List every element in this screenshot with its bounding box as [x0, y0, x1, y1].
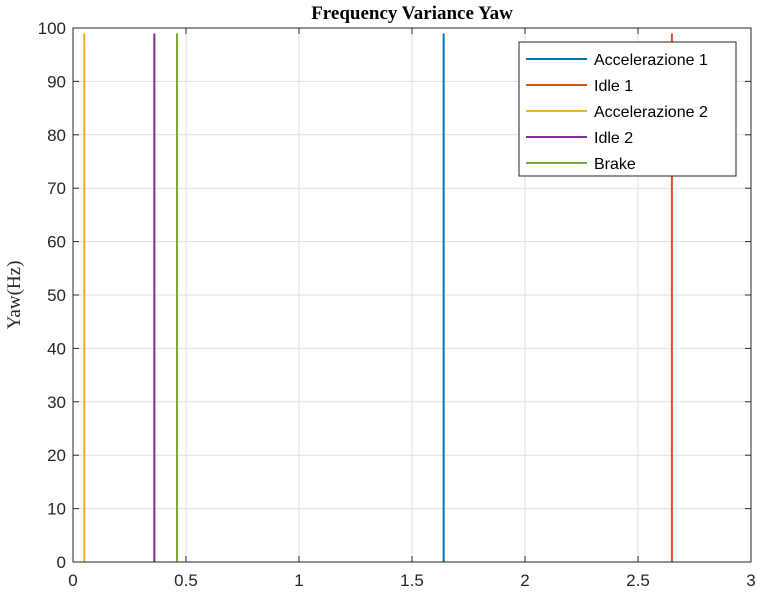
y-tick-label: 80	[47, 126, 66, 145]
legend-box	[518, 41, 737, 177]
legend-entry: Accelerazione 1	[594, 52, 708, 69]
grid-lines	[73, 28, 751, 562]
y-tick-label: 60	[47, 233, 66, 252]
y-tick-label: 100	[38, 19, 66, 38]
x-tick-label: 1	[294, 571, 303, 590]
x-tick-label: 1.5	[400, 571, 424, 590]
y-tick-label: 50	[47, 286, 66, 305]
axis-ticks	[72, 27, 752, 563]
legend-entry: Idle 2	[594, 130, 633, 147]
legend-entry: Idle 1	[594, 78, 633, 95]
legend-entry: Accelerazione 2	[594, 104, 708, 121]
y-tick-label: 20	[47, 446, 66, 465]
y-axis-label: Yaw(Hz)	[4, 261, 25, 330]
x-tick-label: 3	[746, 571, 755, 590]
y-tick-labels: 0 10 20 30 40 50 60 70 80 90 100	[38, 19, 66, 572]
x-tick-label: 2	[520, 571, 529, 590]
x-tick-label: 0.5	[174, 571, 198, 590]
chart-title: Frequency Variance Yaw	[311, 3, 513, 24]
y-tick-label: 10	[47, 500, 66, 519]
y-tick-label: 30	[47, 393, 66, 412]
x-tick-labels: 0 0.5 1 1.5 2 2.5 3	[68, 571, 755, 590]
x-tick-label: 0	[68, 571, 77, 590]
x-tick-label: 2.5	[626, 571, 650, 590]
y-tick-label: 70	[47, 179, 66, 198]
legend-entry: Brake	[594, 156, 636, 173]
legend: Accelerazione 1 Idle 1 Accelerazione 2 Idle…	[518, 41, 737, 177]
y-tick-label: 40	[47, 339, 66, 358]
y-tick-label: 90	[47, 72, 66, 91]
y-tick-label: 0	[57, 553, 66, 572]
